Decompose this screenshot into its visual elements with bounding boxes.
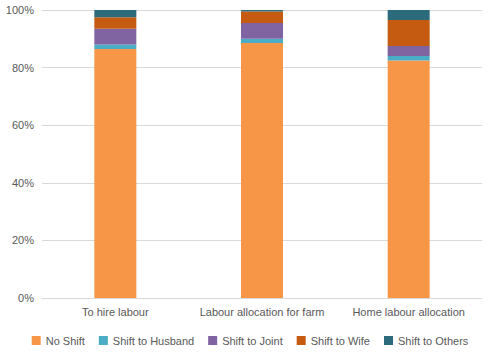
svg-text:Labour allocation for farm: Labour allocation for farm (200, 306, 325, 318)
svg-text:Shift to Others: Shift to Others (398, 335, 469, 347)
svg-text:20%: 20% (12, 234, 34, 246)
svg-text:Shift to Husband: Shift to Husband (113, 335, 194, 347)
svg-text:0%: 0% (18, 292, 34, 304)
svg-text:Home labour allocation: Home labour allocation (352, 306, 465, 318)
svg-text:Shift to Wife: Shift to Wife (311, 335, 370, 347)
svg-text:No Shift: No Shift (46, 335, 85, 347)
svg-text:To hire labour: To hire labour (82, 306, 149, 318)
svg-text:Shift to Joint: Shift to Joint (222, 335, 283, 347)
svg-text:80%: 80% (12, 62, 34, 74)
svg-text:40%: 40% (12, 177, 34, 189)
svg-text:100%: 100% (6, 4, 34, 16)
svg-text:60%: 60% (12, 119, 34, 131)
